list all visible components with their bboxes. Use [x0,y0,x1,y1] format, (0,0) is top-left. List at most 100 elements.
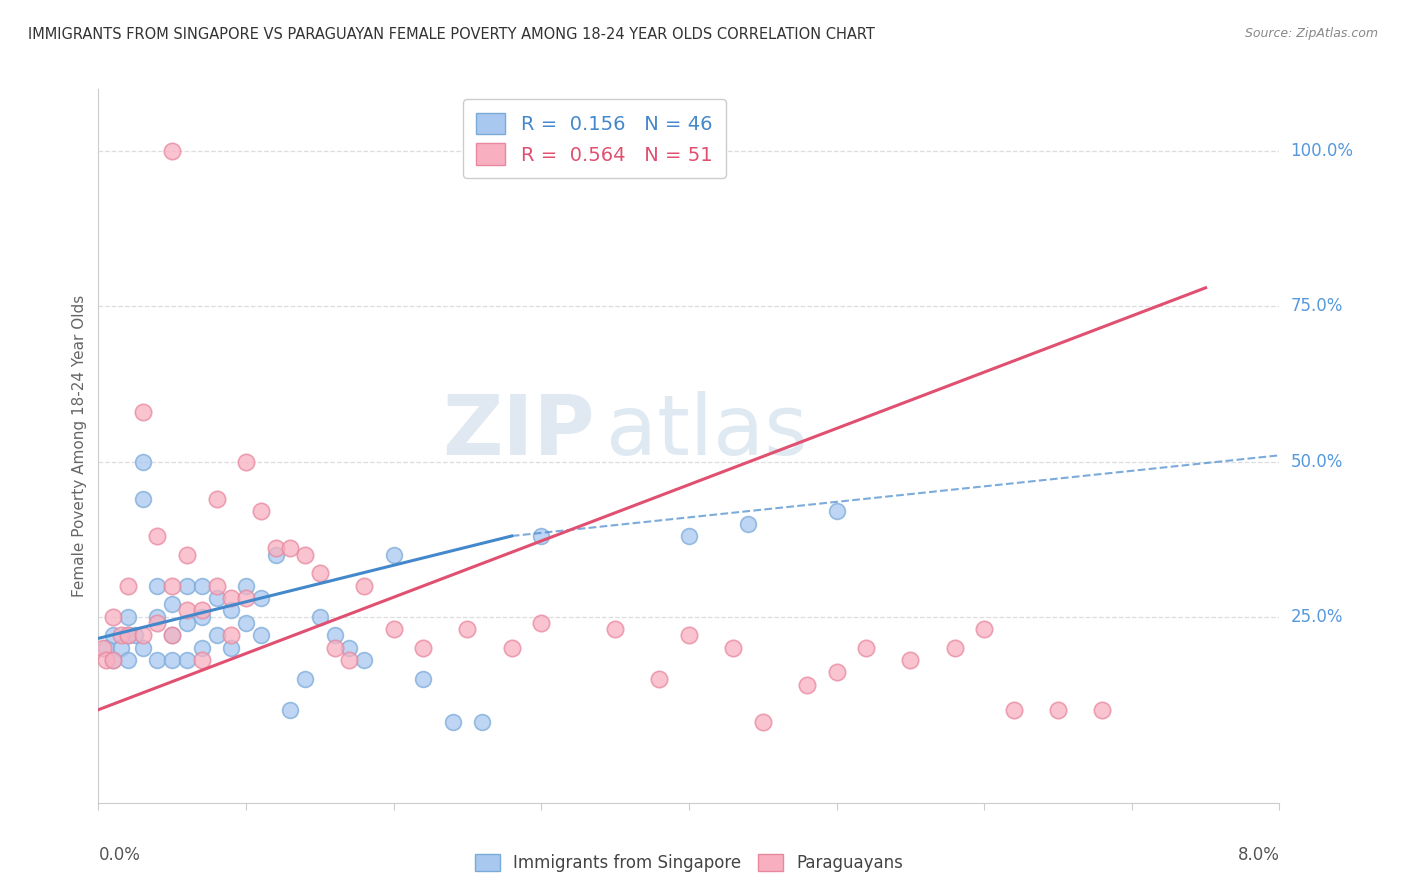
Point [1091,703,1114,717]
Point [103,653,124,667]
Point [605,622,627,636]
Point [294,672,316,686]
Point [132,454,155,468]
Point [132,628,155,642]
Point [751,715,773,730]
Point [825,504,848,518]
Text: 100.0%: 100.0% [1291,142,1354,161]
Point [162,145,183,159]
Point [103,609,124,624]
Text: 25.0%: 25.0% [1291,607,1343,625]
Point [382,622,405,636]
Point [132,491,155,506]
Point [124,628,146,642]
Point [250,628,273,642]
Text: Source: ZipAtlas.com: Source: ZipAtlas.com [1244,27,1378,40]
Point [162,628,183,642]
Point [855,640,877,655]
Point [250,504,273,518]
Point [501,640,523,655]
Point [235,615,257,630]
Text: ZIP: ZIP [441,392,595,472]
Point [205,628,228,642]
Point [353,579,375,593]
Point [219,640,242,655]
Point [323,628,346,642]
Point [648,672,671,686]
Point [235,454,257,468]
Point [1002,703,1025,717]
Point [146,653,169,667]
Point [456,622,478,636]
Point [294,548,316,562]
Point [219,603,242,617]
Point [278,541,301,556]
Point [205,579,228,593]
Point [94,653,117,667]
Point [191,603,214,617]
Point [117,628,139,642]
Point [132,405,155,419]
Text: atlas: atlas [606,392,808,472]
Point [264,541,287,556]
Point [530,615,553,630]
Point [117,579,139,593]
Point [117,628,139,642]
Text: 8.0%: 8.0% [1237,846,1279,863]
Point [176,603,198,617]
Point [412,672,434,686]
Point [382,548,405,562]
Text: IMMIGRANTS FROM SINGAPORE VS PARAGUAYAN FEMALE POVERTY AMONG 18-24 YEAR OLDS COR: IMMIGRANTS FROM SINGAPORE VS PARAGUAYAN … [28,27,875,42]
Point [91,640,114,655]
Point [205,491,228,506]
Point [678,529,700,543]
Point [176,653,198,667]
Point [191,640,214,655]
Point [205,591,228,605]
Point [176,579,198,593]
Point [146,579,169,593]
Point [471,715,494,730]
Point [412,640,434,655]
Point [146,609,169,624]
Point [176,615,198,630]
Point [191,653,214,667]
Point [110,640,132,655]
Point [678,628,700,642]
Point [146,615,169,630]
Point [441,715,464,730]
Point [191,609,214,624]
Point [103,628,124,642]
Point [117,653,139,667]
Point [235,579,257,593]
Point [162,579,183,593]
Point [973,622,995,636]
Point [264,548,287,562]
Point [308,566,332,581]
Point [721,640,744,655]
Point [162,628,183,642]
Point [146,529,169,543]
Point [337,640,360,655]
Point [219,591,242,605]
Point [337,653,360,667]
Point [943,640,966,655]
Point [235,591,257,605]
Point [278,703,301,717]
Point [250,591,273,605]
Point [353,653,375,667]
Point [308,609,332,624]
Y-axis label: Female Poverty Among 18-24 Year Olds: Female Poverty Among 18-24 Year Olds [72,295,87,597]
Point [176,548,198,562]
Point [117,609,139,624]
Point [825,665,848,680]
Point [162,653,183,667]
Text: 75.0%: 75.0% [1291,297,1343,316]
Legend: Immigrants from Singapore, Paraguayans: Immigrants from Singapore, Paraguayans [467,846,911,880]
Point [796,678,818,692]
Point [219,628,242,642]
Point [323,640,346,655]
Point [191,579,214,593]
Point [110,628,132,642]
Point [1046,703,1069,717]
